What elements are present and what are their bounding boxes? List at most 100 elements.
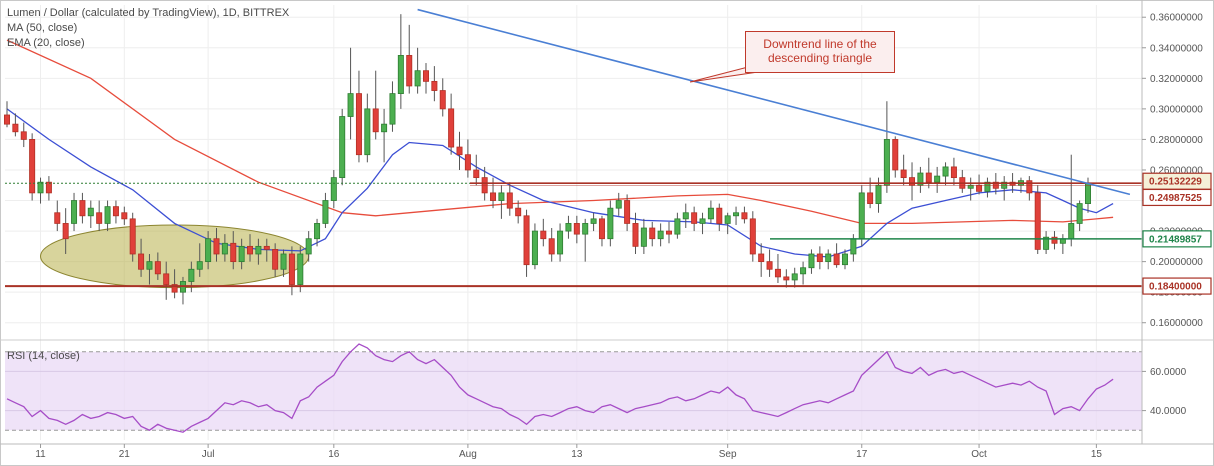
candle-body — [314, 223, 321, 240]
candle-body — [649, 227, 656, 240]
candle-body — [112, 206, 119, 217]
candle-body — [565, 223, 572, 232]
candle-body — [1043, 236, 1050, 250]
candle-body — [934, 175, 941, 183]
candle-body — [531, 230, 538, 266]
downtrend-line — [417, 8, 1131, 196]
time-tick-label: 13 — [571, 449, 583, 460]
candle-body — [372, 108, 379, 133]
candle-body — [129, 218, 136, 255]
candle-body — [389, 93, 396, 125]
candle-body — [330, 177, 337, 201]
candle-body — [716, 207, 723, 224]
candle-body — [598, 218, 605, 240]
candle-body — [414, 70, 421, 87]
legend-ema20: EMA (20, close) — [7, 37, 85, 49]
candle-body — [900, 169, 907, 179]
candle-body — [875, 184, 882, 204]
time-tick-label: Oct — [971, 449, 987, 460]
candle-body — [79, 200, 86, 217]
candle-body — [422, 70, 429, 82]
candle-body — [171, 284, 178, 293]
candle-body — [925, 172, 932, 183]
rsi-line — [6, 343, 1114, 433]
candle-body — [20, 131, 27, 140]
candle-body — [121, 212, 128, 220]
candle-body — [850, 238, 857, 255]
candle-body — [138, 253, 145, 270]
candle-body — [707, 207, 714, 220]
candle-body — [205, 238, 212, 263]
candle-body — [640, 227, 647, 247]
candle-body — [247, 245, 254, 255]
candle-body — [816, 253, 823, 263]
candle-body — [213, 238, 220, 255]
candle-body — [12, 123, 19, 133]
candle-body — [666, 230, 673, 235]
candle-body — [397, 55, 404, 94]
price-badge-label: 0.25132229 — [1149, 177, 1202, 188]
candle-body — [632, 223, 639, 247]
legend-ma50: MA (50, close) — [7, 22, 78, 34]
time-tick-label: 15 — [1091, 449, 1103, 460]
candle-body — [456, 146, 463, 156]
candle-body — [607, 207, 614, 240]
candle-body — [950, 166, 957, 179]
candle-body — [682, 212, 689, 220]
candle-body — [557, 230, 564, 255]
candle-body — [104, 206, 111, 224]
rsi-tick-label: 60.0000 — [1150, 367, 1187, 378]
candle-body — [188, 268, 195, 282]
candle-body — [381, 123, 388, 133]
candle-body — [498, 192, 505, 201]
price-tick-label: 0.28000000 — [1150, 135, 1203, 146]
candle-body — [749, 218, 756, 255]
candle-body — [196, 261, 203, 270]
candle-body — [758, 253, 765, 263]
candle-body — [783, 276, 790, 281]
price-badge — [1142, 277, 1212, 295]
price-tick-label: 0.16000000 — [1150, 318, 1203, 329]
candle-body — [883, 139, 890, 186]
candle-body — [87, 207, 94, 217]
candle-body — [406, 55, 413, 87]
candle-body — [431, 80, 438, 91]
time-tick-label: 16 — [328, 449, 340, 460]
candle-body — [163, 273, 170, 285]
candle-body — [272, 249, 279, 270]
candlestick-series[interactable] — [4, 14, 1091, 305]
candle-body — [1026, 180, 1033, 194]
price-badge-label: 0.21489857 — [1149, 234, 1202, 245]
candle-body — [29, 139, 36, 194]
time-tick-label: 17 — [856, 449, 868, 460]
candle-body — [238, 245, 245, 263]
candle-body — [766, 261, 773, 270]
candle-body — [490, 192, 497, 201]
candle-body — [263, 245, 270, 250]
candle-body — [733, 212, 740, 217]
candle-body — [255, 245, 262, 255]
candle-body — [548, 238, 555, 255]
time-tick-label: 21 — [119, 449, 131, 460]
annotation-callout: Downtrend line of the descending triangl… — [745, 31, 895, 73]
candle-body — [1068, 223, 1075, 240]
candle-body — [230, 242, 237, 263]
candle-body — [867, 192, 874, 204]
candle-body — [674, 218, 681, 235]
candle-body — [841, 253, 848, 266]
candle-body — [540, 230, 547, 240]
candle-body — [347, 93, 354, 117]
rsi-panel[interactable] — [0, 339, 1214, 433]
candle-body — [4, 114, 10, 125]
candle-body — [146, 261, 153, 270]
candle-body — [54, 212, 61, 224]
candle-body — [439, 90, 446, 110]
price-tick-label: 0.30000000 — [1150, 104, 1203, 115]
price-badge — [1142, 230, 1212, 248]
candle-body — [615, 200, 622, 209]
candle-body — [808, 253, 815, 269]
candle-body — [624, 200, 631, 224]
candle-body — [297, 253, 304, 285]
price-badge-label: 0.24987525 — [1149, 193, 1202, 204]
